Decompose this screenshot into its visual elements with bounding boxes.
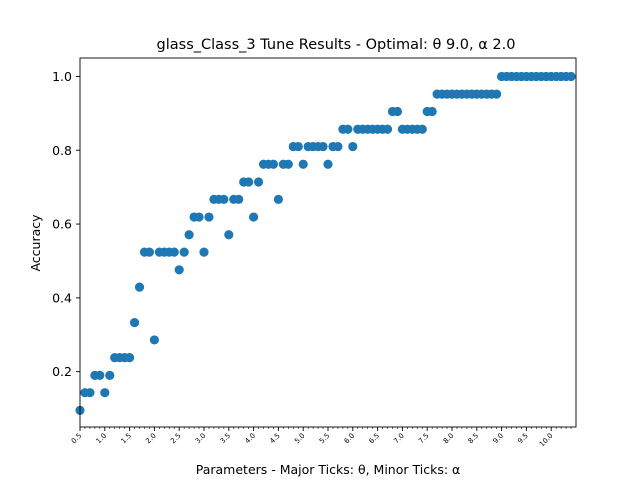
y-axis-label: Accuracy [28, 214, 43, 272]
data-point [144, 247, 155, 257]
data-point [566, 71, 576, 82]
data-point [224, 230, 234, 240]
data-point [273, 194, 283, 204]
data-point [219, 194, 229, 204]
data-point [323, 159, 333, 169]
data-point [348, 141, 358, 152]
data-point [234, 194, 244, 204]
data-point [427, 106, 437, 117]
data-point [184, 230, 194, 240]
data-point [199, 247, 209, 257]
data-point [268, 159, 279, 169]
x-axis-label: Parameters - Major Ticks: θ, Minor Ticks… [196, 462, 461, 477]
data-point [293, 141, 303, 152]
data-point [85, 388, 95, 398]
y-tick-label: 0.4 [52, 290, 72, 305]
chart-title: glass_Class_3 Tune Results - Optimal: θ … [157, 37, 516, 53]
axes-frame [79, 57, 577, 428]
y-tick-label: 1.0 [52, 69, 72, 84]
data-point [417, 124, 427, 134]
data-point [129, 317, 140, 328]
y-axis-ticks: 0.2 0.4 0.6 0.8 1.0 [52, 69, 80, 379]
data-point [204, 212, 214, 222]
y-tick-label: 0.8 [52, 143, 72, 158]
data-point [244, 177, 254, 187]
data-point [174, 265, 184, 275]
data-point [283, 159, 293, 169]
data-point [100, 388, 110, 398]
data-points [75, 71, 576, 415]
data-point [105, 370, 115, 380]
data-point [169, 247, 179, 257]
data-point [134, 282, 145, 292]
data-point [149, 335, 159, 345]
data-point [392, 106, 403, 117]
data-point [382, 124, 393, 134]
data-point [249, 212, 259, 222]
data-point [95, 370, 105, 380]
data-point [343, 124, 353, 134]
data-point [125, 353, 135, 363]
y-tick-label: 0.2 [52, 364, 72, 379]
data-point [333, 141, 343, 152]
data-point [318, 141, 328, 152]
data-point [298, 159, 308, 169]
data-point [194, 212, 204, 222]
data-point [253, 177, 264, 187]
data-point [179, 247, 189, 257]
y-tick-label: 0.6 [52, 217, 72, 232]
data-point [492, 89, 502, 99]
